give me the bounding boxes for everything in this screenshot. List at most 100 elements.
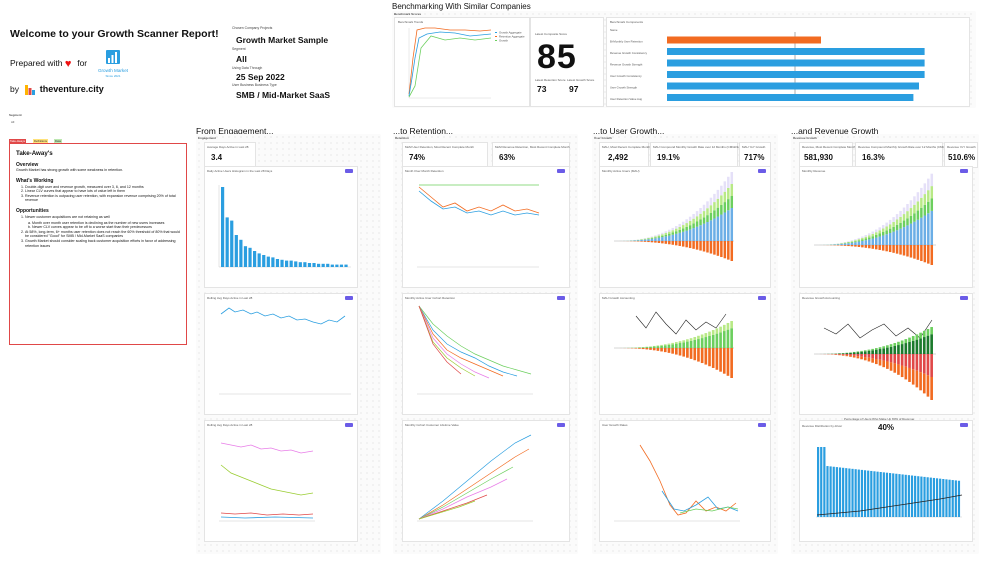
growth-bar-segment xyxy=(893,343,897,346)
working-item: Revenue retention is outpacing user rete… xyxy=(25,194,180,203)
growth-bar-segment xyxy=(678,229,681,233)
explore-button[interactable] xyxy=(960,296,968,300)
benchmark-trends-chart: Growth Aggregate Retention Aggregate Gro… xyxy=(408,27,525,99)
churn-bar-segment xyxy=(852,355,856,358)
explore-button[interactable] xyxy=(557,423,565,427)
growth-bar-segment xyxy=(923,183,927,195)
growth-bar-segment xyxy=(875,348,878,350)
histogram-bar xyxy=(257,253,261,267)
growth-bar-segment xyxy=(685,226,688,231)
brand-name[interactable]: theventure.city xyxy=(39,84,104,94)
churn-bar-segment xyxy=(861,245,864,248)
growth-bar-segment xyxy=(723,191,727,203)
growth-bar-segment xyxy=(889,346,893,354)
growth-bar-segment xyxy=(871,238,875,245)
distribution-bar xyxy=(820,447,823,517)
growth-bar-segment xyxy=(700,334,704,339)
legend-retention-agg: Retention Aggregate xyxy=(499,34,525,38)
rev-kpi1-card: Revenue, Most Recent Complete Month 581,… xyxy=(799,142,855,168)
growth-bar-segment xyxy=(871,350,874,354)
explore-button[interactable] xyxy=(758,423,766,427)
growth-bar-segment xyxy=(688,225,692,230)
engagement-label: Engagement xyxy=(198,136,217,140)
growth-bar-segment xyxy=(888,224,892,229)
tab-data[interactable]: Data xyxy=(54,139,62,144)
growth-bar-segment xyxy=(686,341,689,348)
working-item: Linear CLV curves that appear to have lo… xyxy=(25,189,180,194)
by-text: by xyxy=(10,84,19,94)
growth-bar-segment xyxy=(641,347,645,348)
growth-bar-segment xyxy=(730,184,734,196)
explore-button[interactable] xyxy=(557,169,565,173)
explore-button[interactable] xyxy=(345,423,353,427)
growth-bar-segment xyxy=(899,216,902,223)
explore-button[interactable] xyxy=(758,169,766,173)
growth-bar-segment xyxy=(871,236,875,239)
distribution-bar xyxy=(842,467,845,517)
churn-bar-segment xyxy=(840,245,843,246)
churn-bar-segment xyxy=(882,354,886,361)
explore-button[interactable] xyxy=(557,296,565,300)
component-bar xyxy=(667,94,914,101)
company-select[interactable]: Growth Market Sample xyxy=(236,35,329,45)
tab-takeaways[interactable]: Take-Aways xyxy=(9,139,27,144)
growth-bar-segment xyxy=(843,243,847,245)
churn-bar-segment xyxy=(681,241,685,247)
growth-bar-segment xyxy=(857,240,861,242)
growth-bar-segment xyxy=(899,222,902,229)
histogram-bar xyxy=(266,256,270,267)
distribution-bar xyxy=(904,474,907,517)
histogram-bar xyxy=(294,261,298,267)
churn-bar-segment xyxy=(656,348,660,351)
explore-button[interactable] xyxy=(960,169,968,173)
growth-bar-segment xyxy=(916,210,920,220)
growth-bar-segment xyxy=(708,335,711,348)
churn-bar-segment xyxy=(915,354,919,371)
growth-bar-segment xyxy=(885,230,888,235)
churn-bar-segment xyxy=(727,241,730,260)
opportunity-subitem: Month over month user retention is decli… xyxy=(32,221,180,226)
growth-bar-segment xyxy=(697,339,700,348)
churn-bar-segment xyxy=(647,241,650,243)
explore-button[interactable] xyxy=(758,296,766,300)
explore-button[interactable] xyxy=(345,296,353,300)
growth-bar-segment xyxy=(654,235,657,237)
growth-bar-segment xyxy=(713,202,716,211)
model-select[interactable]: SMB / Mid-Market SaaS xyxy=(236,90,330,100)
date-select[interactable]: 25 Sep 2022 xyxy=(236,72,285,82)
churn-bar-segment xyxy=(881,245,885,251)
growth-bar-segment xyxy=(727,187,730,200)
growth-bar-segment xyxy=(719,326,722,333)
rolling-avg-cohort-chart xyxy=(219,442,315,522)
churn-bar-segment xyxy=(854,245,857,247)
retention-chart1-title: Month Over Month Retention xyxy=(405,169,444,173)
growth-bar-segment xyxy=(716,207,720,217)
growth-bar-segment xyxy=(875,349,878,354)
tab-definitions[interactable]: Definitions xyxy=(33,139,49,144)
explore-button[interactable] xyxy=(960,423,968,427)
growth-bar-segment xyxy=(649,346,652,348)
growth-bar-segment xyxy=(902,207,906,215)
growth-bar-segment xyxy=(650,237,654,239)
growth-bar-segment xyxy=(709,212,713,221)
growth-bar-segment xyxy=(723,212,727,241)
growth-bar-segment xyxy=(892,226,895,232)
rev-kpi3-label: Revenue YoY Growth xyxy=(947,145,976,149)
churn-bar-segment xyxy=(911,354,915,370)
churn-bar-segment xyxy=(920,245,923,262)
distribution-bar xyxy=(879,472,882,517)
distribution-bar xyxy=(892,473,895,517)
churn-bar-segment xyxy=(850,245,854,247)
distribution-bar xyxy=(920,476,923,517)
takeaways-panel: Take-Away's Overview Growth Market has s… xyxy=(9,143,187,345)
growth-bar-segment xyxy=(926,335,930,354)
growth-bar-segment xyxy=(656,345,660,347)
growth-bar-segment xyxy=(695,221,699,227)
churn-bar-segment xyxy=(686,348,689,358)
explore-button[interactable] xyxy=(345,169,353,173)
growth-bar-segment xyxy=(849,352,852,354)
segment-select[interactable]: All xyxy=(236,54,247,64)
growth-bar-segment xyxy=(916,201,920,211)
churn-bar-segment xyxy=(716,241,720,256)
growth-bar-segment xyxy=(678,226,681,230)
